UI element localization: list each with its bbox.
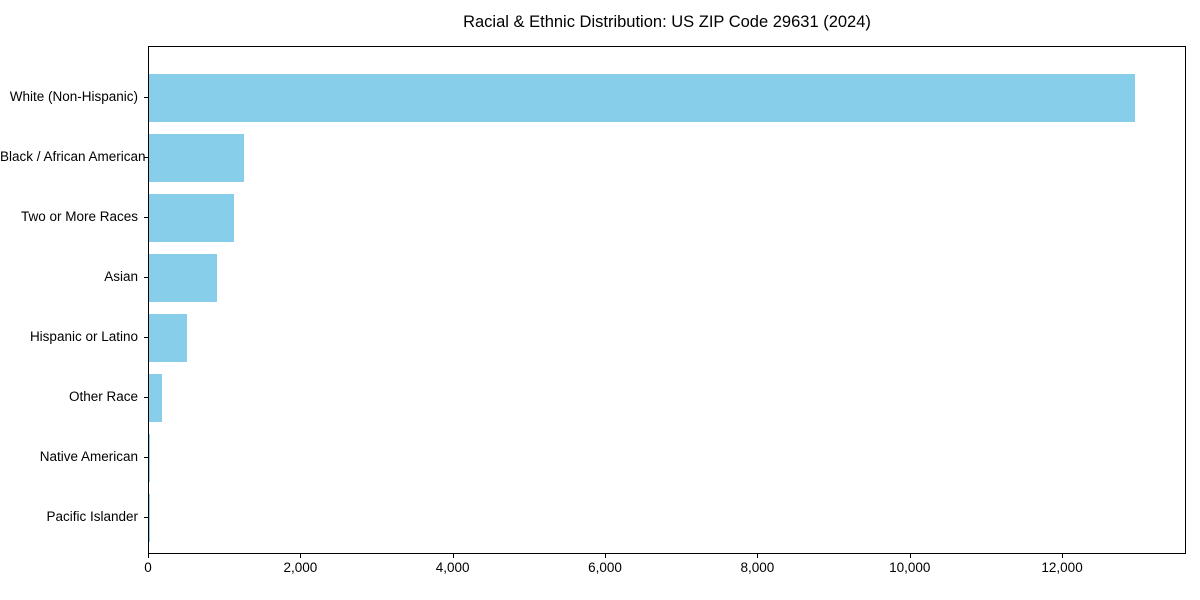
x-tick-mark bbox=[909, 554, 911, 558]
bar bbox=[149, 434, 151, 482]
bar-row bbox=[149, 68, 1185, 128]
y-tick-mark bbox=[144, 517, 148, 518]
x-tick-label: 2,000 bbox=[283, 560, 318, 575]
y-axis-label: Asian bbox=[104, 269, 138, 284]
x-tick-mark bbox=[605, 554, 607, 558]
y-axis-label: Hispanic or Latino bbox=[29, 329, 138, 344]
y-tick-mark bbox=[144, 337, 148, 338]
x-tick-mark bbox=[148, 554, 149, 558]
x-tick-label: 8,000 bbox=[740, 560, 775, 575]
x-tick-label: 12,000 bbox=[1041, 560, 1083, 575]
x-tick-mark bbox=[452, 554, 454, 558]
bar-row bbox=[149, 188, 1185, 248]
bar bbox=[149, 194, 234, 242]
plot-area bbox=[148, 46, 1186, 554]
y-tick-mark bbox=[144, 397, 148, 398]
x-tick-mark bbox=[300, 554, 302, 558]
chart-title: Racial & Ethnic Distribution: US ZIP Cod… bbox=[463, 13, 871, 31]
y-tick-mark bbox=[144, 97, 148, 98]
y-axis-label: Two or More Races bbox=[20, 209, 138, 224]
y-axis-label: White (Non-Hispanic) bbox=[9, 89, 138, 104]
y-tick-mark bbox=[144, 157, 148, 158]
y-tick-mark bbox=[144, 457, 148, 458]
y-tick-mark bbox=[144, 277, 148, 278]
x-tick-label: 6,000 bbox=[588, 560, 622, 575]
bar bbox=[149, 134, 245, 182]
bar bbox=[149, 314, 187, 362]
bar bbox=[149, 254, 217, 302]
y-axis-label: Other Race bbox=[68, 389, 138, 404]
bar-row bbox=[149, 128, 1185, 188]
y-axis-label: Pacific Islander bbox=[46, 509, 138, 524]
x-tick-label: 0 bbox=[144, 560, 152, 575]
x-tick-mark bbox=[1062, 554, 1064, 558]
bar-row bbox=[149, 308, 1185, 368]
bar bbox=[149, 374, 162, 422]
x-tick-mark bbox=[757, 554, 759, 558]
y-axis-label: Black / African American bbox=[0, 149, 146, 164]
bar bbox=[149, 74, 1136, 122]
bar-row bbox=[149, 488, 1185, 548]
x-tick-label: 10,000 bbox=[889, 560, 931, 575]
x-tick-label: 4,000 bbox=[435, 560, 470, 575]
bar-row bbox=[149, 368, 1185, 428]
bar-row bbox=[149, 428, 1185, 488]
y-tick-mark bbox=[144, 217, 148, 218]
bar-row bbox=[149, 248, 1185, 308]
y-axis-label: Native American bbox=[39, 449, 138, 464]
